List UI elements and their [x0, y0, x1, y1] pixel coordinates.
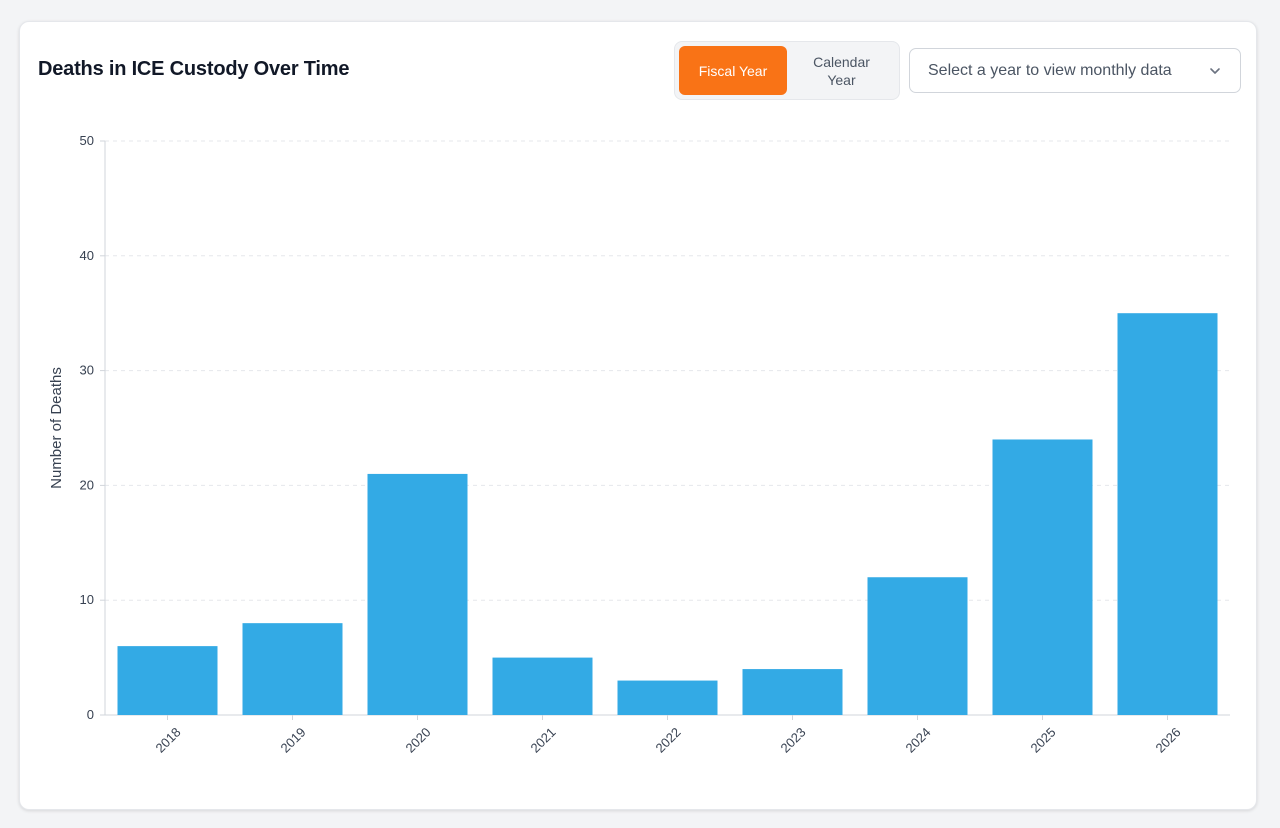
year-select-placeholder: Select a year to view monthly data [928, 62, 1172, 79]
chart-card: Deaths in ICE Custody Over Time Fiscal Y… [19, 21, 1257, 810]
x-tick-label: 2019 [278, 725, 309, 756]
bar-2021 [492, 657, 593, 715]
year-select[interactable]: Select a year to view monthly data [909, 48, 1241, 93]
bar-2024 [867, 577, 968, 715]
y-tick-label: 50 [80, 133, 94, 148]
x-tick-label: 2024 [903, 725, 934, 756]
bar-2026 [1117, 313, 1218, 715]
year-type-toggle: Fiscal Year Calendar Year [674, 41, 900, 100]
bar-2020 [367, 473, 468, 715]
x-tick-label: 2026 [1153, 725, 1184, 756]
x-tick-label: 2021 [528, 725, 559, 756]
x-tick-label: 2018 [153, 725, 184, 756]
bar-2022 [617, 680, 718, 715]
y-axis-label: Number of Deaths [48, 367, 65, 489]
y-tick-label: 0 [87, 707, 94, 722]
bar-2018 [117, 646, 218, 715]
y-tick-label: 10 [80, 592, 94, 607]
chart-title: Deaths in ICE Custody Over Time [38, 58, 350, 80]
y-tick-label: 40 [80, 248, 94, 263]
x-tick-label: 2023 [778, 725, 809, 756]
bar-2019 [242, 623, 343, 715]
bar-2025 [992, 439, 1093, 715]
fiscal-year-button[interactable]: Fiscal Year [679, 46, 787, 95]
bar-2023 [742, 669, 843, 715]
x-tick-label: 2025 [1028, 725, 1059, 756]
x-tick-label: 2022 [653, 725, 684, 756]
bar-chart: 0 10 20 30 40 50 Number of Deaths 2018 2019 2020 2… [48, 133, 1230, 756]
calendar-year-button[interactable]: Calendar Year [788, 46, 895, 95]
y-tick-label: 20 [80, 477, 94, 492]
y-tick-label: 30 [80, 363, 94, 378]
chevron-down-icon [1210, 68, 1220, 74]
x-tick-label: 2020 [403, 725, 434, 756]
